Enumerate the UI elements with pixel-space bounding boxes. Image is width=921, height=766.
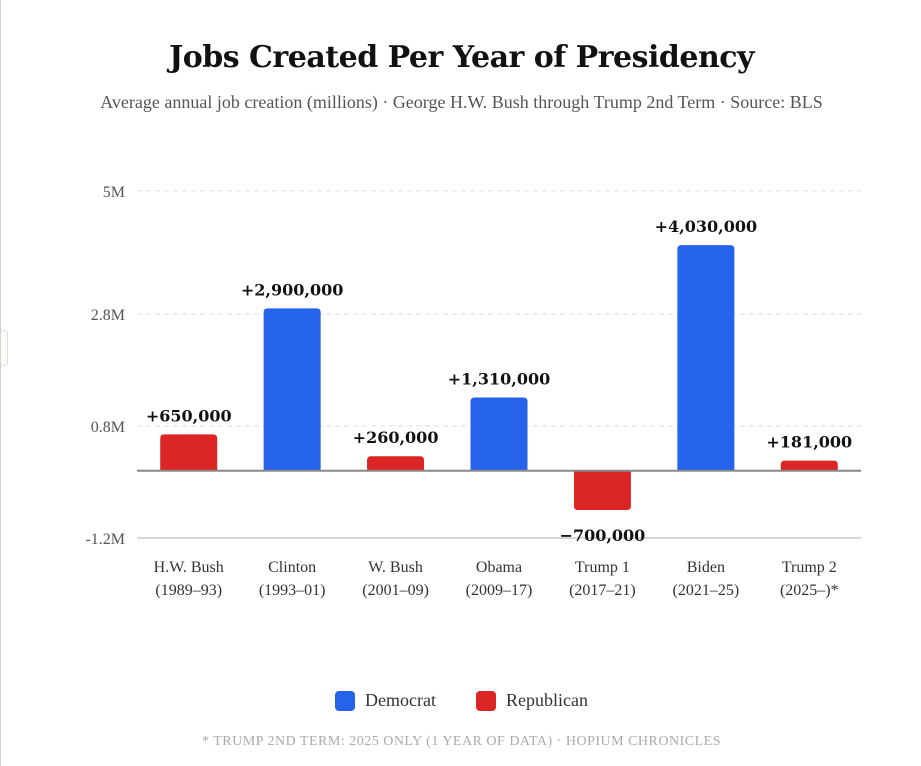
y-tick-label: 5M: [103, 184, 125, 201]
legend-item-republican: Republican: [475, 690, 588, 711]
bar-trump-2: [780, 460, 838, 471]
data-label: +4,030,000: [655, 217, 757, 236]
x-tick-years: (2025–)*: [780, 582, 839, 599]
data-label: +2,900,000: [241, 280, 343, 299]
data-label: −700,000: [560, 526, 646, 545]
x-tick-years: (2001–09): [362, 582, 429, 599]
x-tick-label: Obama: [476, 559, 522, 576]
x-tick-label: Trump 1: [575, 559, 630, 576]
data-label: +181,000: [766, 433, 852, 452]
x-tick-years: (2009–17): [466, 582, 533, 599]
chart-title: Jobs Created Per Year of Presidency: [169, 40, 754, 75]
y-tick-label: 0.8M: [91, 419, 125, 436]
x-tick-years: (2021–25): [673, 582, 740, 599]
y-tick-label: 2.8M: [91, 307, 125, 324]
x-tick-label: H.W. Bush: [154, 559, 224, 576]
side-tab: [1, 330, 8, 366]
x-tick-years: (2017–21): [569, 582, 636, 599]
legend-item-democrat: Democrat: [335, 690, 436, 711]
legend-label: Democrat: [365, 690, 436, 710]
x-tick-label: Biden: [687, 559, 725, 576]
chart-subtitle: Average annual job creation (millions) ·…: [100, 92, 823, 112]
legend-label: Republican: [505, 690, 588, 710]
bar-obama: [470, 397, 528, 471]
republican-swatch: [475, 690, 496, 711]
bar-trump-1: [573, 470, 631, 510]
democrat-swatch: [335, 690, 356, 711]
data-label: +650,000: [146, 406, 232, 425]
x-tick-years: (1993–01): [259, 582, 326, 599]
data-label: +260,000: [353, 428, 439, 447]
x-tick-label: Trump 2: [782, 559, 837, 576]
bar-h-w-bush: [160, 434, 218, 471]
y-tick-label: -1.2M: [85, 531, 125, 548]
x-tick-label: W. Bush: [368, 559, 423, 576]
legend: Democrat Republican: [1, 690, 921, 711]
data-label: +1,310,000: [448, 369, 550, 388]
bar-clinton: [263, 308, 321, 471]
bar-w-bush: [367, 456, 425, 471]
bar-biden: [677, 245, 735, 471]
x-tick-years: (1989–93): [155, 582, 222, 599]
x-tick-label: Clinton: [268, 559, 316, 576]
footnote: * TRUMP 2ND TERM: 2025 ONLY (1 YEAR OF D…: [202, 734, 721, 749]
